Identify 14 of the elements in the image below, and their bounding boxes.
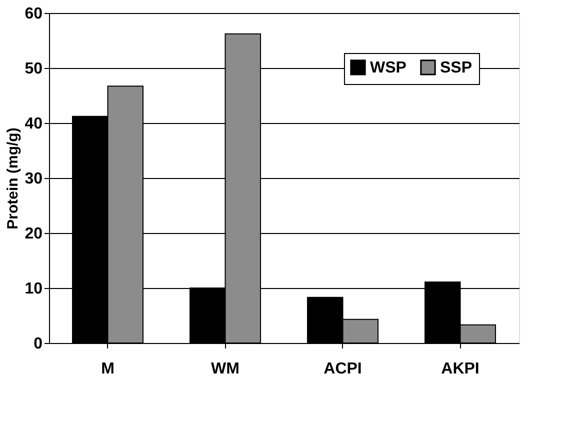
x-tick-label: WM [211, 360, 240, 378]
y-tick-label: 50 [24, 60, 43, 78]
y-tick-label: 20 [24, 226, 43, 242]
x-tick-label: AKPI [441, 360, 480, 378]
y-tick-label: 60 [24, 6, 43, 22]
y-tick-label: 30 [24, 170, 43, 188]
y-tick-label: 0 [34, 336, 43, 352]
x-tick-label: ACPI [324, 360, 362, 378]
y-axis-title: Protein (mg/g) [4, 128, 22, 230]
legend-label: SSP [440, 59, 472, 76]
y-tick-label: 40 [24, 116, 43, 132]
y-tick-label: 10 [24, 280, 43, 298]
legend-label: WSP [370, 59, 407, 76]
x-tick-label: M [101, 360, 114, 378]
